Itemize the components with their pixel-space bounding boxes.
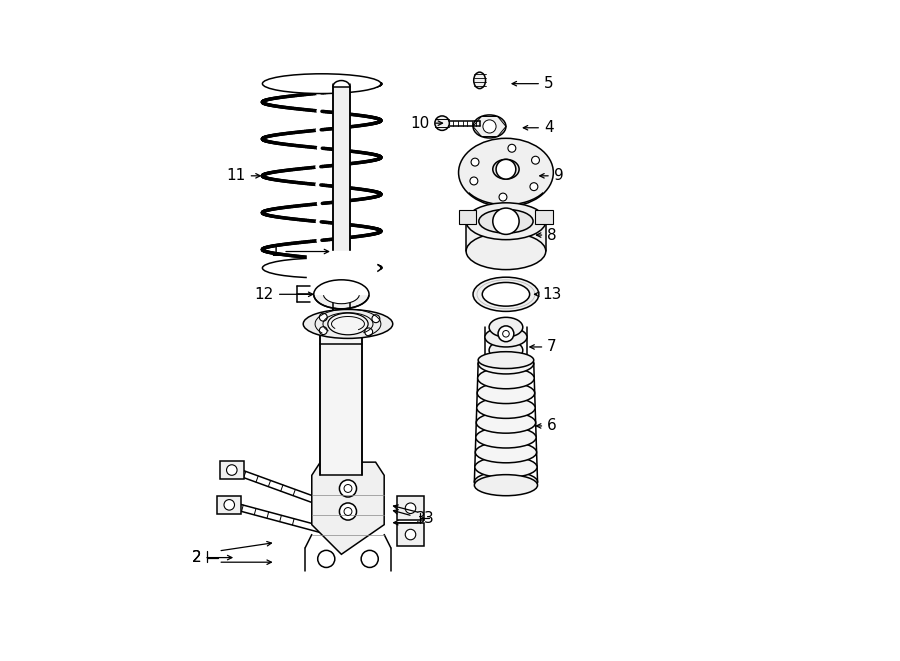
- Text: 5: 5: [512, 76, 554, 91]
- Circle shape: [318, 551, 335, 567]
- Text: 6: 6: [536, 418, 557, 434]
- Circle shape: [483, 120, 496, 133]
- FancyBboxPatch shape: [320, 317, 363, 475]
- Ellipse shape: [478, 353, 534, 374]
- Ellipse shape: [493, 159, 519, 179]
- Circle shape: [339, 503, 356, 520]
- FancyBboxPatch shape: [397, 496, 424, 520]
- Ellipse shape: [314, 280, 369, 309]
- Circle shape: [508, 144, 516, 152]
- Ellipse shape: [435, 116, 449, 130]
- Ellipse shape: [466, 203, 545, 240]
- Ellipse shape: [323, 285, 359, 303]
- Ellipse shape: [263, 258, 381, 278]
- Circle shape: [471, 158, 479, 166]
- Circle shape: [530, 182, 538, 190]
- Ellipse shape: [482, 282, 529, 306]
- Circle shape: [503, 330, 509, 337]
- FancyBboxPatch shape: [536, 210, 553, 224]
- Ellipse shape: [475, 442, 536, 463]
- Text: 3: 3: [424, 510, 434, 525]
- Ellipse shape: [489, 317, 523, 337]
- Ellipse shape: [263, 74, 381, 94]
- Circle shape: [339, 480, 356, 497]
- Circle shape: [361, 551, 378, 567]
- Ellipse shape: [477, 397, 536, 418]
- Polygon shape: [311, 462, 384, 555]
- Circle shape: [532, 156, 539, 164]
- Ellipse shape: [473, 72, 485, 89]
- Text: 2: 2: [192, 550, 232, 565]
- Ellipse shape: [479, 210, 533, 233]
- Circle shape: [498, 326, 514, 342]
- Circle shape: [499, 193, 507, 201]
- Circle shape: [320, 327, 328, 334]
- Text: 12: 12: [255, 287, 313, 302]
- Circle shape: [344, 485, 352, 492]
- Circle shape: [493, 208, 519, 235]
- Text: 4: 4: [523, 120, 554, 136]
- Circle shape: [470, 177, 478, 185]
- Circle shape: [496, 159, 516, 179]
- Ellipse shape: [489, 340, 523, 360]
- Text: 1: 1: [271, 244, 328, 259]
- FancyBboxPatch shape: [218, 496, 241, 514]
- Ellipse shape: [473, 277, 539, 311]
- Ellipse shape: [466, 233, 545, 270]
- Circle shape: [320, 313, 328, 321]
- Ellipse shape: [473, 115, 506, 138]
- FancyBboxPatch shape: [397, 523, 424, 547]
- Ellipse shape: [474, 471, 537, 492]
- Text: 3: 3: [393, 510, 426, 525]
- Ellipse shape: [478, 368, 535, 389]
- Polygon shape: [307, 251, 375, 294]
- Ellipse shape: [476, 427, 536, 448]
- Ellipse shape: [459, 138, 554, 207]
- Ellipse shape: [485, 354, 527, 373]
- Circle shape: [372, 315, 380, 323]
- Text: 8: 8: [536, 227, 557, 243]
- Ellipse shape: [485, 327, 527, 347]
- FancyBboxPatch shape: [220, 461, 244, 479]
- Ellipse shape: [474, 475, 537, 496]
- Text: 10: 10: [410, 116, 443, 131]
- FancyBboxPatch shape: [333, 87, 350, 317]
- Circle shape: [344, 508, 352, 516]
- Text: 11: 11: [227, 169, 260, 183]
- Circle shape: [224, 500, 235, 510]
- Circle shape: [364, 328, 373, 336]
- Ellipse shape: [477, 383, 535, 404]
- Ellipse shape: [478, 352, 534, 369]
- Polygon shape: [466, 221, 545, 251]
- Ellipse shape: [303, 309, 392, 338]
- Text: 2: 2: [192, 550, 202, 565]
- FancyBboxPatch shape: [459, 210, 476, 224]
- Ellipse shape: [475, 457, 537, 478]
- Ellipse shape: [328, 313, 368, 334]
- Text: 9: 9: [540, 169, 563, 183]
- Text: 13: 13: [535, 287, 562, 302]
- Circle shape: [405, 529, 416, 540]
- Text: 7: 7: [530, 340, 557, 354]
- Ellipse shape: [476, 412, 536, 433]
- Circle shape: [227, 465, 237, 475]
- Circle shape: [405, 503, 416, 514]
